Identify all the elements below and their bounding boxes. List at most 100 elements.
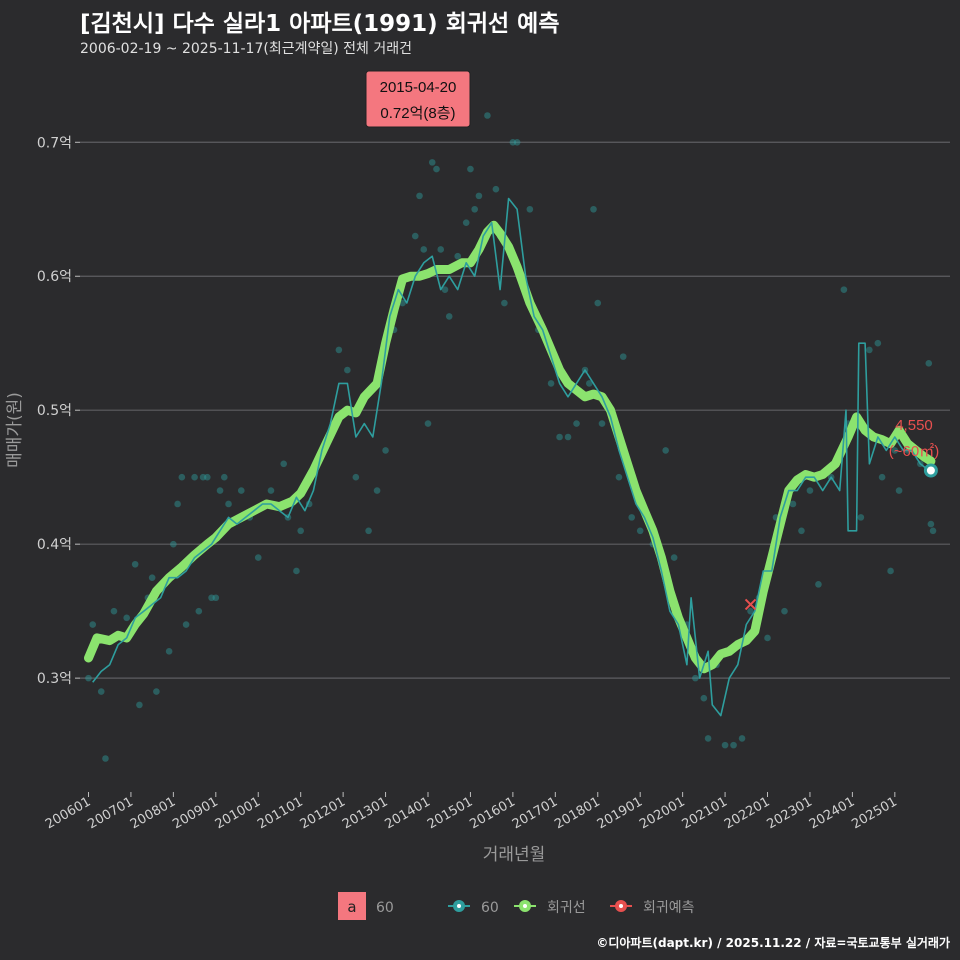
scatter-point-22 <box>212 594 220 602</box>
scatter-point-40 <box>373 487 381 494</box>
scatter-point-117 <box>929 527 937 535</box>
scatter-point-3 <box>102 755 109 762</box>
legend-label-0: 60 <box>481 900 499 916</box>
scatter-point-19 <box>199 473 207 481</box>
scatter-point-73 <box>585 380 593 387</box>
x-tick-label-1: 200701 <box>85 794 135 832</box>
scatter-point-14 <box>174 500 181 508</box>
scatter-point-29 <box>267 487 275 494</box>
source-credit: ©디아파트(dapt.kr) / 2025.11.22 / 자료=국토교통부 실… <box>596 936 950 950</box>
legend-dot-center-0 <box>457 904 461 908</box>
scatter-point-93 <box>747 607 754 615</box>
scatter-point-69 <box>556 433 563 441</box>
y-tick-label-0: 0.3억 <box>37 671 72 687</box>
scatter-point-79 <box>619 353 627 360</box>
scatter-point-8 <box>136 701 143 709</box>
last-value-label: 4,550 <box>895 417 933 434</box>
scatter-point-71 <box>573 420 580 427</box>
x-tick-label-0: 200601 <box>43 794 93 832</box>
scatter-point-64 <box>513 138 521 146</box>
scatter-point-84 <box>670 554 678 561</box>
scatter-point-2 <box>97 688 105 695</box>
scatter-point-60 <box>492 185 500 193</box>
x-tick-labels: 2006012007012008012009012010012011012012… <box>43 794 900 832</box>
scatter-point-98 <box>789 500 797 508</box>
legend-box-label: 60 <box>376 900 394 916</box>
scatter-point-53 <box>445 313 453 320</box>
scatter-point-54 <box>454 252 462 260</box>
x-tick-label-9: 201501 <box>425 794 475 832</box>
scatter-point-75 <box>594 299 602 307</box>
scatter-point-7 <box>131 560 139 568</box>
y-tick-label-2: 0.5억 <box>37 403 72 419</box>
peak-label-box <box>365 70 471 128</box>
x-tick-label-19: 202501 <box>849 794 899 832</box>
scatter-point-81 <box>636 527 644 535</box>
scatter-point-106 <box>857 514 865 521</box>
scatter-point-110 <box>887 567 894 575</box>
scatter-point-12 <box>165 648 173 655</box>
x-tick-label-11: 201701 <box>510 794 560 832</box>
scatter-point-21 <box>208 594 215 602</box>
legend: a 60 60 회귀선 회귀예측 <box>338 892 695 920</box>
scatter-point-116 <box>927 520 935 528</box>
scatter-point-70 <box>564 433 572 441</box>
scatter-point-107 <box>866 346 873 354</box>
legend-box-key <box>338 892 366 920</box>
peak-label-price: 0.72억(8층) <box>380 105 455 122</box>
scatter-point-10 <box>148 574 156 581</box>
y-tick-label-3: 0.6억 <box>37 269 72 285</box>
scatter-point-78 <box>615 473 623 481</box>
scatter-point-41 <box>382 447 389 454</box>
x-tick-label-16: 202201 <box>722 794 772 832</box>
scatter-point-55 <box>462 219 470 226</box>
scatter-point-16 <box>182 621 190 628</box>
scatter-point-48 <box>424 420 432 427</box>
scatter-point-87 <box>700 694 708 702</box>
series-60-line <box>92 197 930 717</box>
scatter-point-86 <box>692 674 699 682</box>
y-tick-label-1: 0.4억 <box>37 537 72 553</box>
annotations: 2015-04-20 0.72억(8층) 4,550 (~60㎡) <box>365 70 939 460</box>
scatter-point-51 <box>437 246 445 253</box>
x-tick-label-3: 200901 <box>170 794 220 832</box>
scatter-point-37 <box>344 366 351 374</box>
scatter-point-58 <box>475 192 483 200</box>
scatter-point-90 <box>721 741 729 749</box>
scatter-point-91 <box>730 741 737 749</box>
scatter-point-23 <box>216 487 224 494</box>
scatter-point-49 <box>428 159 436 166</box>
grid-lines <box>75 141 950 797</box>
scatter-point-39 <box>365 527 372 535</box>
prediction-marker-b <box>744 598 757 611</box>
scatter-point-68 <box>547 380 555 387</box>
scatter-points <box>85 112 937 762</box>
x-tick-label-8: 201401 <box>383 794 433 832</box>
scatter-point-103 <box>840 286 848 293</box>
x-tick-label-18: 202401 <box>807 794 857 832</box>
scatter-point-47 <box>420 246 428 253</box>
scatter-point-24 <box>220 473 228 481</box>
scatter-point-80 <box>628 514 636 521</box>
y-tick-label-4: 0.7억 <box>37 135 72 151</box>
scatter-point-33 <box>297 527 304 535</box>
series-lines <box>84 197 936 717</box>
scatter-point-74 <box>590 205 597 213</box>
scatter-point-17 <box>191 473 198 481</box>
scatter-point-6 <box>123 614 130 622</box>
scatter-point-15 <box>178 473 186 481</box>
scatter-point-100 <box>806 487 814 494</box>
page-subtitle: 2006-02-19 ~ 2025-11-17(최근계약일) 전체 거래건 <box>80 41 412 57</box>
last-point-marker <box>923 463 938 478</box>
legend-dot-center-1 <box>523 904 527 908</box>
x-tick-label-13: 201901 <box>595 794 645 832</box>
scatter-point-57 <box>471 205 478 213</box>
legend-box-key-letter: a <box>347 898 356 916</box>
x-tick-label-7: 201301 <box>340 794 390 832</box>
x-tick-label-12: 201801 <box>552 794 602 832</box>
y-axis-label: 매매가(원) <box>5 392 25 468</box>
scatter-point-95 <box>764 634 771 642</box>
legend-dot-center-2 <box>619 904 623 908</box>
scatter-point-32 <box>293 567 300 575</box>
